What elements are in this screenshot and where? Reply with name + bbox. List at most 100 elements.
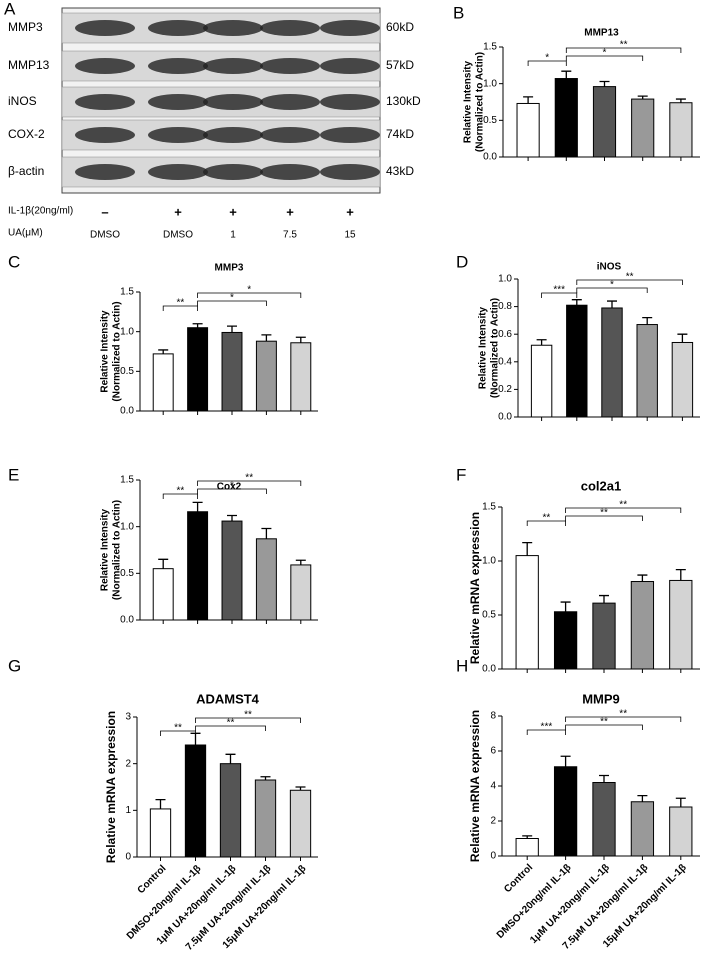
- significance-bracket: [526, 729, 566, 735]
- blot-band: [203, 127, 263, 143]
- bar: [290, 342, 312, 412]
- significance-label: **: [620, 40, 628, 51]
- error-bar: [227, 514, 237, 522]
- bar: [516, 102, 540, 158]
- chart-title: Cox2: [217, 482, 242, 493]
- error-bar: [158, 349, 169, 354]
- significance-label: *: [545, 53, 549, 64]
- y-axis-label: (Normalized to Actin): [490, 298, 501, 398]
- protein-label: COX-2: [8, 127, 45, 141]
- bar: [601, 307, 623, 418]
- bar: [290, 564, 312, 621]
- error-bar: [675, 98, 686, 103]
- panel-letter: C: [8, 252, 20, 271]
- chart-title: MMP3: [215, 263, 244, 274]
- chart-title: MMP13: [584, 28, 619, 39]
- chart-title: iNOS: [597, 262, 622, 273]
- error-bar: [560, 601, 571, 612]
- bar: [219, 763, 242, 858]
- bar: [592, 782, 616, 857]
- significance-bracket: [197, 292, 302, 298]
- significance-label: **: [626, 272, 634, 283]
- bar: [152, 353, 174, 412]
- blot-band: [320, 164, 380, 180]
- blot-band: [148, 20, 208, 36]
- error-bar: [599, 774, 609, 783]
- treatment-label: IL-1β(20ng/ml): [8, 206, 73, 217]
- significance-bracket: [160, 730, 196, 736]
- y-tick-label: 2: [490, 816, 496, 827]
- error-bar: [225, 753, 236, 764]
- y-tick-label: 0.5: [120, 568, 134, 579]
- significance-bracket: [565, 716, 682, 722]
- bar: [254, 779, 277, 858]
- y-tick-label: 0.0: [482, 664, 496, 675]
- x-tick-label: DMSO+20ng/ml IL-1β: [495, 862, 574, 941]
- size-label: 57kD: [386, 58, 414, 72]
- y-axis-label: Relative Intensity: [478, 306, 489, 389]
- bar: [636, 324, 658, 418]
- error-bar: [158, 558, 169, 569]
- error-bar: [295, 559, 306, 565]
- significance-label: **: [543, 513, 551, 524]
- y-tick-label: 0.5: [483, 115, 497, 126]
- y-axis-label: Relative Intensity: [100, 508, 111, 591]
- size-label: 130kD: [386, 94, 421, 108]
- error-bar: [536, 339, 547, 346]
- blot-band: [320, 127, 380, 143]
- bar: [221, 331, 243, 412]
- bar: [187, 327, 209, 412]
- significance-bracket: [576, 279, 683, 285]
- treatment-label: UA(μM): [8, 228, 43, 239]
- significance-label: **: [245, 473, 253, 484]
- error-bar: [637, 95, 648, 100]
- bar: [187, 511, 209, 621]
- error-bar: [192, 501, 203, 512]
- error-bar: [227, 325, 237, 333]
- blot-band: [203, 94, 263, 110]
- panel-letter: H: [456, 656, 468, 675]
- significance-bracket: [565, 55, 644, 61]
- protein-label: β-actin: [8, 164, 44, 178]
- y-tick-label: 1: [125, 805, 131, 816]
- bar: [592, 602, 616, 670]
- y-tick-label: 0.2: [498, 384, 512, 395]
- y-axis-label: Relative Intensity: [100, 310, 111, 393]
- bar: [592, 86, 617, 158]
- protein-label: MMP3: [8, 20, 43, 34]
- blot-band: [260, 94, 320, 110]
- error-bar: [675, 568, 686, 581]
- y-tick-label: 8: [490, 711, 496, 722]
- y-tick-label: 1.0: [483, 78, 497, 89]
- blot-band: [320, 94, 380, 110]
- blot-band: [148, 127, 208, 143]
- error-bar: [192, 323, 203, 328]
- error-bar: [523, 96, 534, 104]
- bar: [255, 538, 277, 621]
- error-bar: [571, 299, 582, 306]
- y-tick-label: 0.8: [498, 301, 512, 312]
- significance-label: **: [244, 710, 252, 721]
- bar: [221, 520, 243, 621]
- significance-label: ***: [553, 285, 565, 296]
- bar: [669, 806, 693, 857]
- bar: [553, 611, 578, 670]
- significance-bracket: [565, 515, 643, 521]
- bar: [669, 579, 693, 670]
- blot-band: [75, 94, 135, 110]
- bar: [630, 801, 655, 857]
- significance-label: **: [600, 717, 608, 728]
- y-tick-label: 1.5: [483, 42, 497, 53]
- error-bar: [599, 80, 610, 87]
- bar: [152, 568, 174, 621]
- y-tick-label: 2: [125, 758, 131, 769]
- blot-band: [148, 94, 208, 110]
- significance-label: *: [247, 285, 251, 296]
- blot-band: [148, 164, 208, 180]
- blot-band: [148, 58, 208, 74]
- significance-label: *: [610, 280, 614, 291]
- y-tick-label: 4: [490, 781, 496, 792]
- error-bar: [261, 334, 272, 342]
